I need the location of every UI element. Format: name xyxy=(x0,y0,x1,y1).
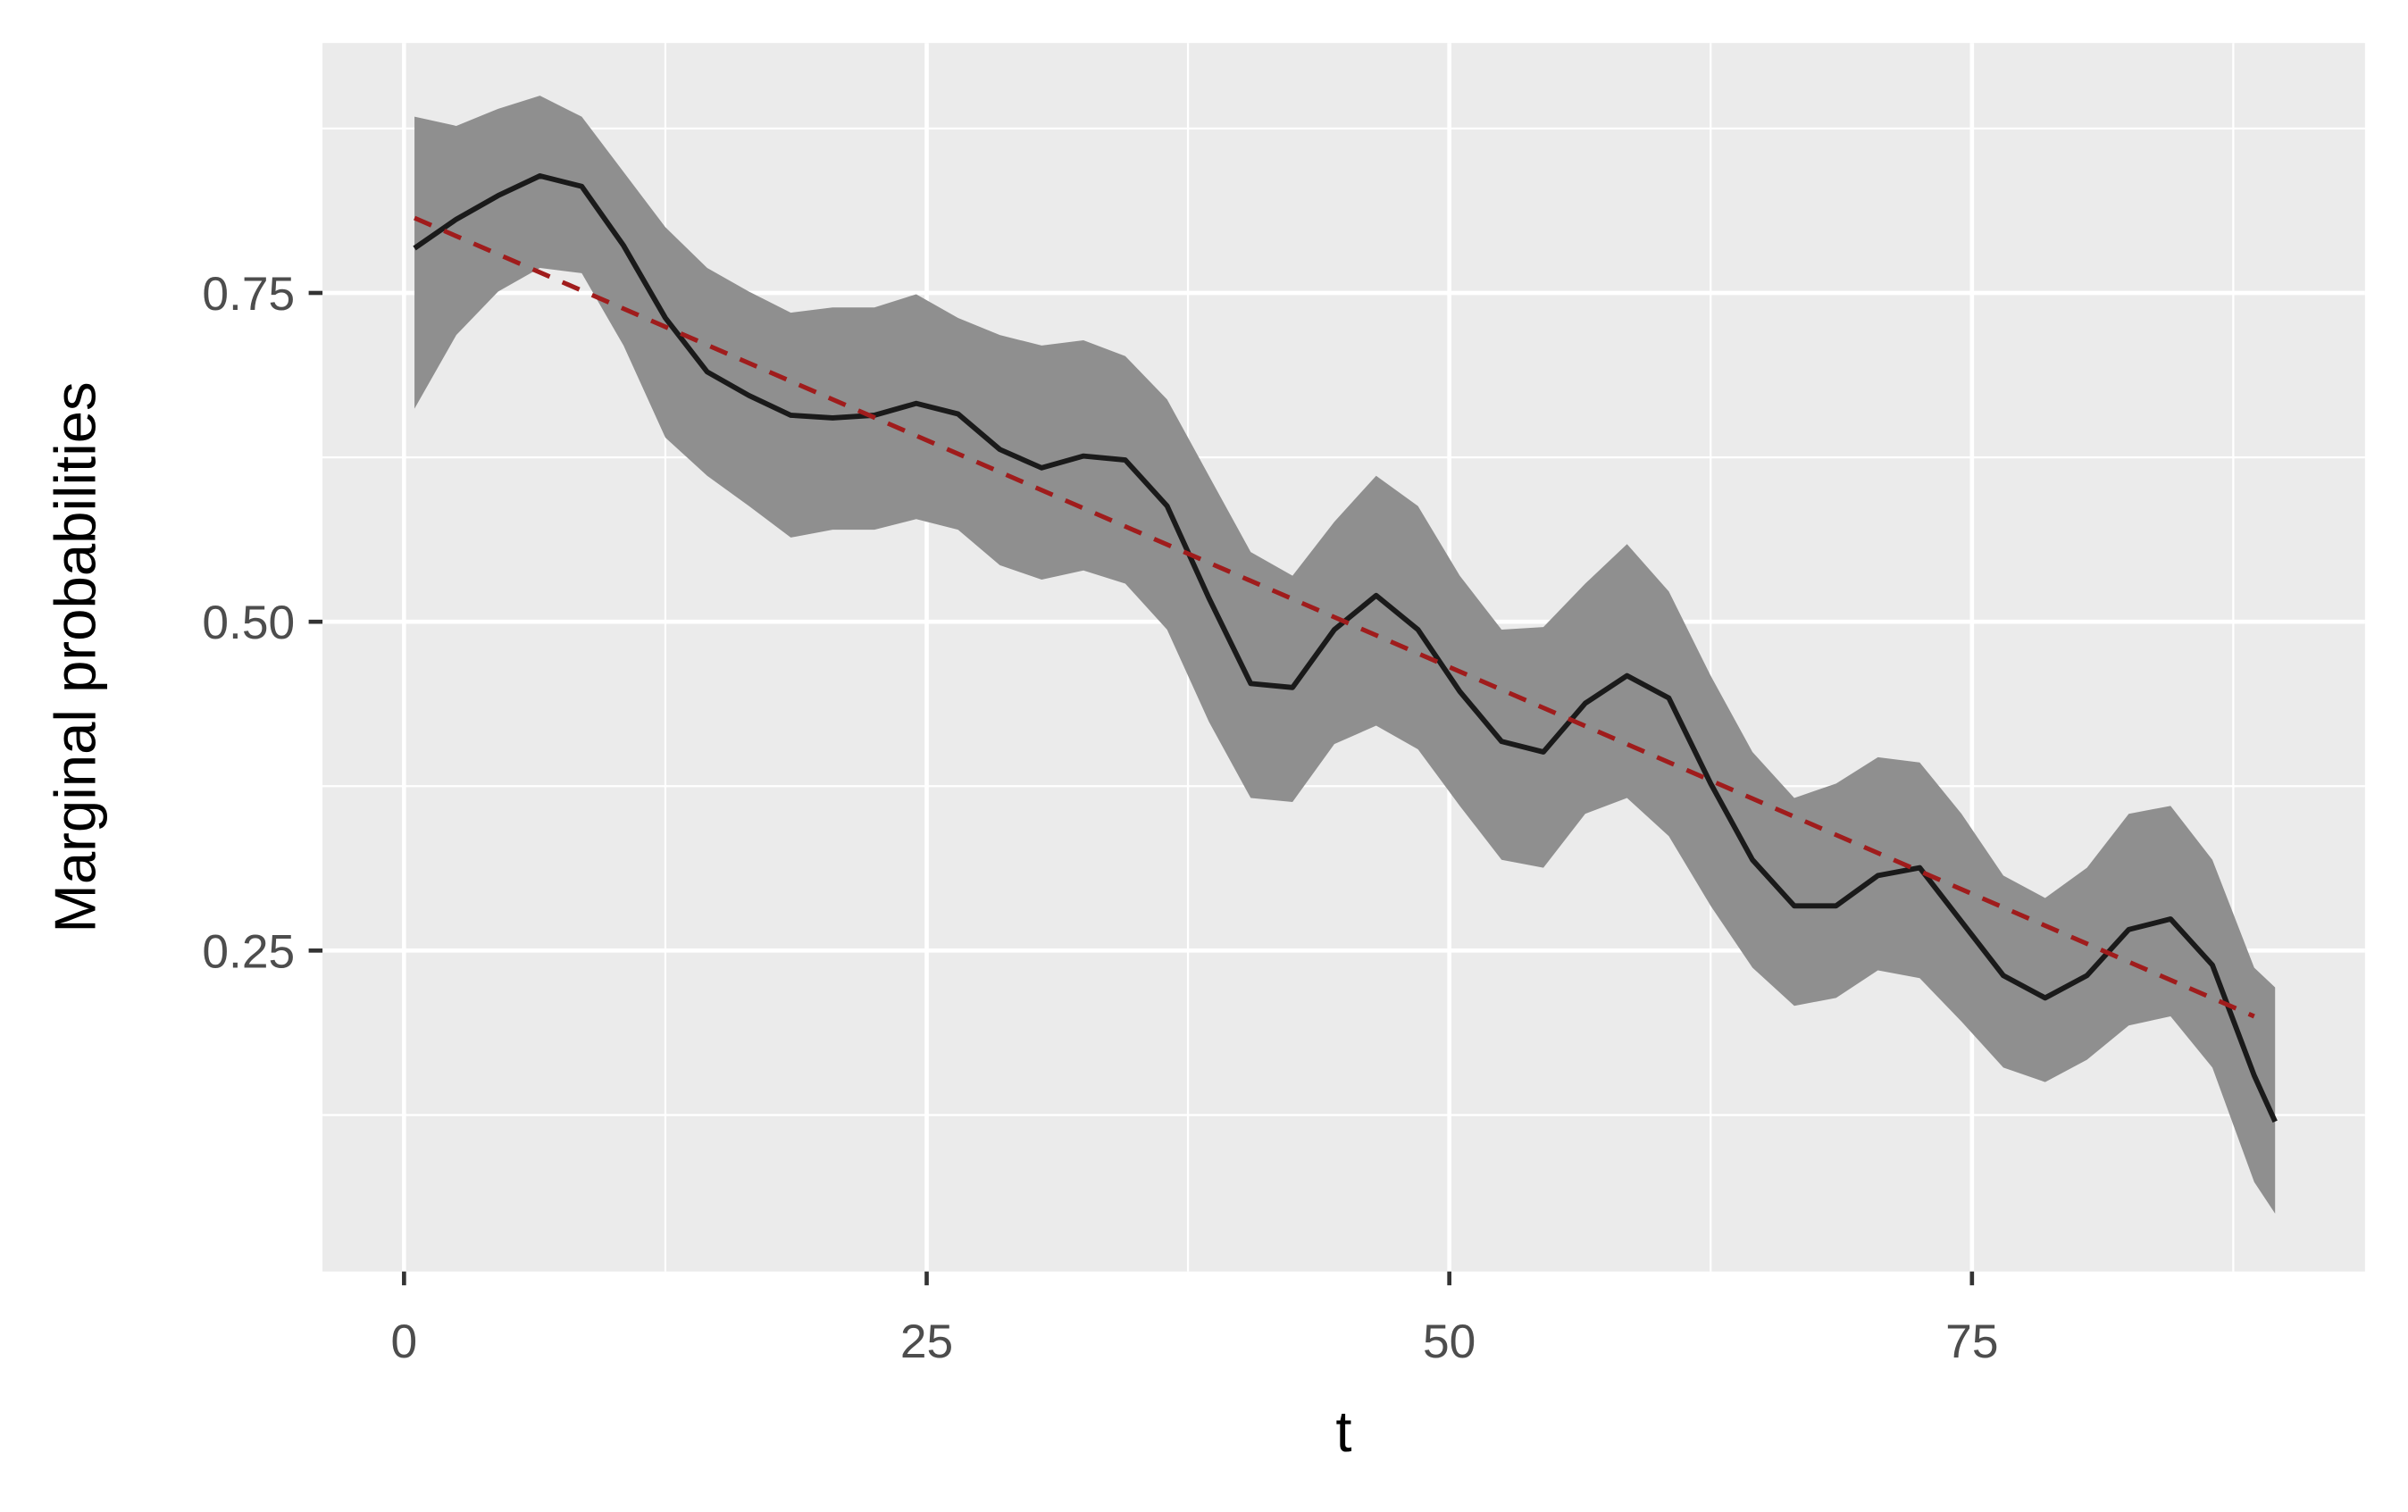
axes: 0 25 50 75 0.25 0.50 0.75 xyxy=(202,268,1998,1368)
y-tick-label: 0.50 xyxy=(202,597,295,649)
x-tick-label: 0 xyxy=(391,1316,418,1368)
confidence-band xyxy=(414,96,2276,1214)
y-axis-title: Marginal probabilities xyxy=(43,381,108,932)
mean-line xyxy=(413,173,2278,1124)
x-axis-title: t xyxy=(1335,1399,1351,1464)
x-tick-label: 75 xyxy=(1945,1316,1998,1368)
x-tick-label: 25 xyxy=(900,1316,953,1368)
trend-line xyxy=(414,215,2255,1019)
y-tick-label: 0.25 xyxy=(202,925,295,978)
y-tick-label: 0.75 xyxy=(202,268,295,321)
plot-marks xyxy=(413,96,2278,1214)
x-tick-label: 50 xyxy=(1423,1316,1476,1368)
